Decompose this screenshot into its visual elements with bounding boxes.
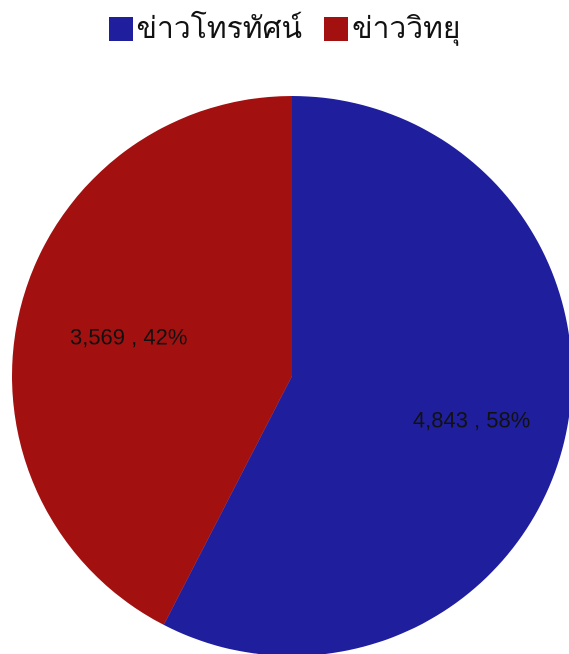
legend-item-tv: ข่าวโทรทัศน์: [108, 11, 303, 46]
legend-swatch-radio: [324, 17, 349, 41]
pie-slice-radio: [12, 96, 293, 625]
slice-label-tv: 4,843 , 58%: [413, 408, 530, 433]
chart-legend: ข่าวโทรทัศน์ ข่าววิทยุ: [0, 14, 569, 44]
legend-label-tv: ข่าวโทรทัศน์: [136, 11, 303, 46]
slice-label-radio: 3,569 , 42%: [70, 324, 187, 349]
legend-label-radio: ข่าววิทยุ: [352, 11, 461, 46]
pie-slice-tv: [163, 96, 569, 654]
legend-item-radio: ข่าววิทยุ: [324, 14, 460, 44]
legend-swatch-tv: [108, 17, 133, 41]
